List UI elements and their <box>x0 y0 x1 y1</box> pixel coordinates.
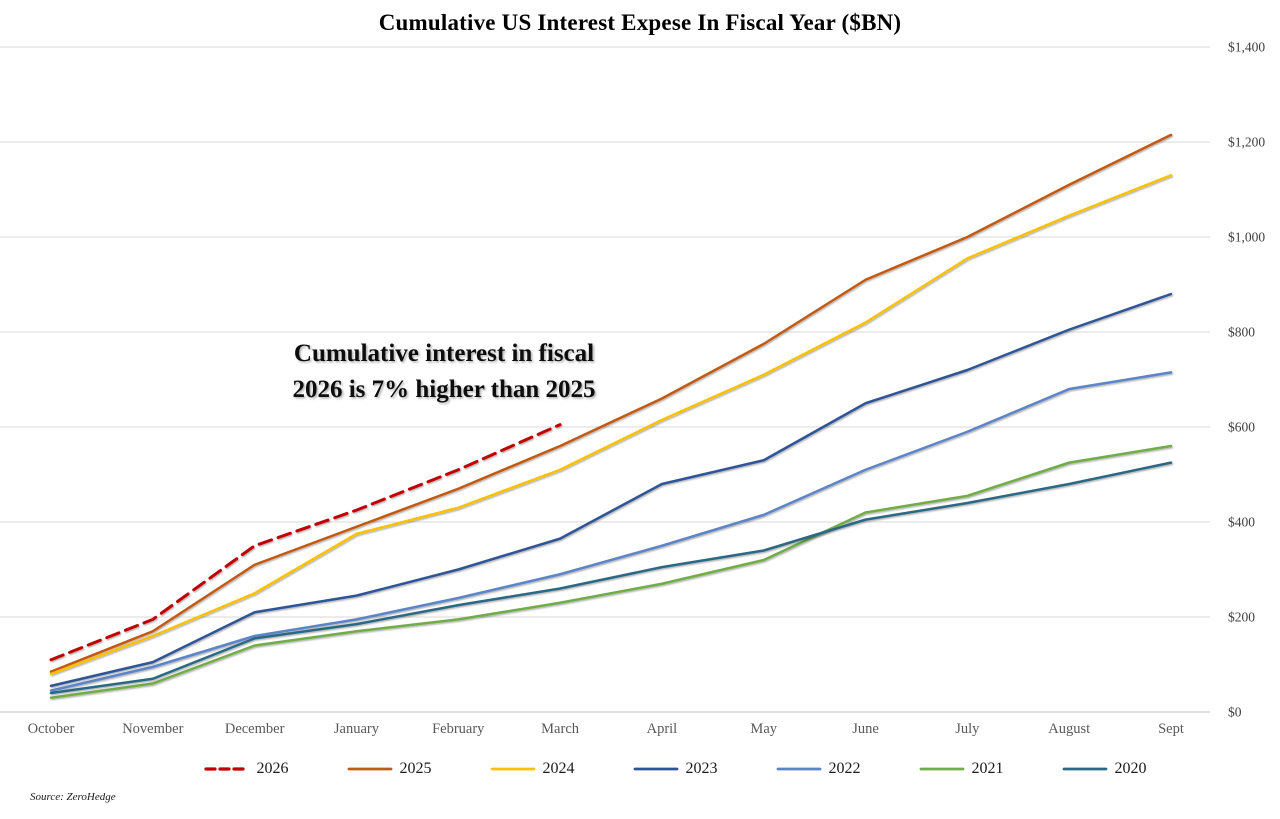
source-credit: Source: ZeroHedge <box>30 791 116 803</box>
series-line-2021 <box>49 444 1173 699</box>
legend-item-2025: 2025 <box>347 760 432 778</box>
plot-area: $0 $200 $400 $600 $800 $1,000 $1,200 $1,400 Octo… <box>0 40 1265 737</box>
legend-label-2026: 2026 <box>256 760 289 777</box>
x-axis-label: June <box>852 721 879 737</box>
chart-title: Cumulative US Interest Expese In Fiscal … <box>378 10 902 35</box>
y-axis-label: $800 <box>1228 325 1255 340</box>
legend-item-2021: 2021 <box>919 760 1004 778</box>
legend-swatch-2022 <box>776 767 821 771</box>
series-line-2020 <box>49 461 1173 695</box>
series-line-2025 <box>49 133 1173 673</box>
legend-label-2022: 2022 <box>828 760 861 777</box>
legend-label-2025: 2025 <box>399 760 432 777</box>
x-axis-label: Sept <box>1158 721 1184 737</box>
legend-item-2023: 2023 <box>633 760 718 778</box>
legend-swatch-2021 <box>919 767 964 771</box>
legend-item-2026: 2026 <box>203 760 289 778</box>
series-line-2022 <box>49 371 1173 692</box>
x-axis-label: March <box>541 721 580 737</box>
legend-item-2022: 2022 <box>776 760 861 778</box>
y-axis-label: $200 <box>1228 610 1255 625</box>
y-axis-label: $0 <box>1228 705 1242 720</box>
x-axis-label: November <box>122 721 183 737</box>
x-axis-label: August <box>1048 721 1090 737</box>
legend-item-2020: 2020 <box>1062 760 1147 778</box>
y-axis-label: $400 <box>1228 515 1255 530</box>
legend-label-2021: 2021 <box>971 760 1004 777</box>
y-axis-label: $600 <box>1228 420 1255 435</box>
legend-swatch-2023 <box>633 767 678 771</box>
legend-label-2023: 2023 <box>685 760 718 777</box>
legend-label-2024: 2024 <box>542 760 575 777</box>
x-axis-label: July <box>955 721 980 737</box>
y-axis-label: $1,000 <box>1228 230 1265 245</box>
chart-annotation: Cumulative interest in fiscal 2026 is 7%… <box>292 340 596 403</box>
x-axis-label: February <box>432 721 485 737</box>
series-line-2023 <box>49 292 1173 688</box>
legend-swatch-2020 <box>1062 767 1107 771</box>
y-axis-label: $1,200 <box>1228 135 1265 150</box>
series-line-2026 <box>49 423 562 662</box>
x-axis-label: December <box>225 721 285 737</box>
series-line-2024 <box>49 174 1173 676</box>
legend-label-2020: 2020 <box>1114 760 1147 777</box>
legend-swatch-2024 <box>490 767 535 771</box>
x-axis-label: May <box>750 721 777 737</box>
legend: 2026 2025 2024 2023 2022 2021 2020 <box>0 760 1280 778</box>
legend-swatch-2026 <box>203 767 250 771</box>
legend-item-2024: 2024 <box>490 760 575 778</box>
legend-swatch-2025 <box>347 767 392 771</box>
y-axis-label: $1,400 <box>1228 40 1265 55</box>
x-axis-label: April <box>647 721 678 737</box>
x-axis-label: October <box>28 721 75 737</box>
x-axis-label: January <box>334 721 380 737</box>
